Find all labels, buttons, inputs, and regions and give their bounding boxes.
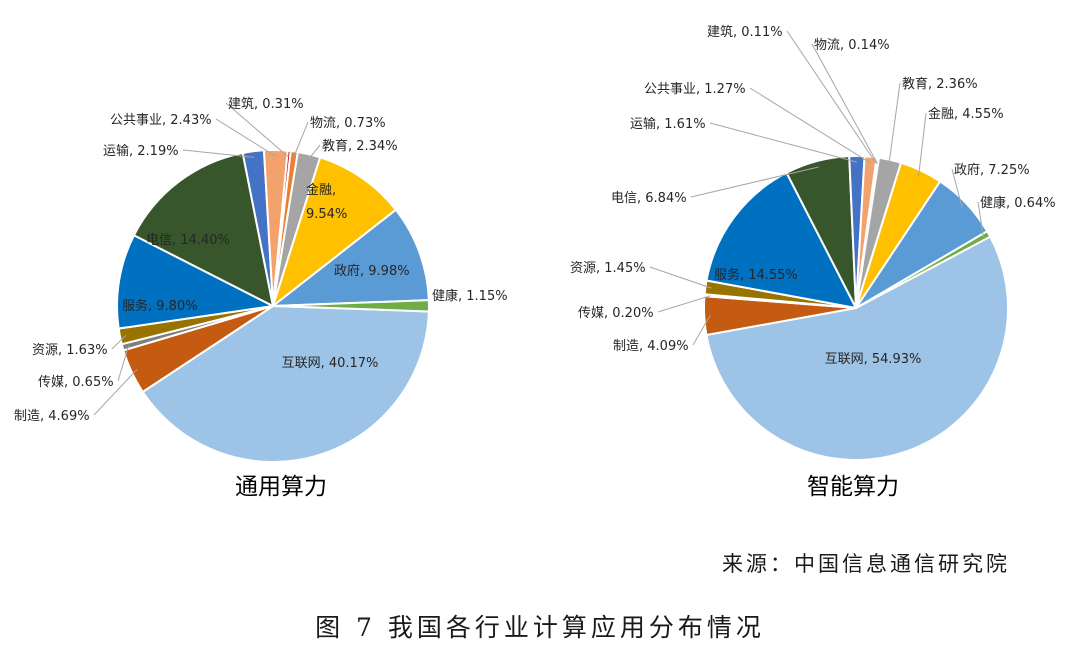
leader-line-0-1 xyxy=(93,368,138,416)
pie-label-0-13: 健康, 1.15% xyxy=(432,288,508,304)
leader-line-1-6 xyxy=(709,122,858,163)
pie-label-1-5: 电信, 6.84% xyxy=(611,191,687,206)
pie-label-1-3: 资源, 1.45% xyxy=(570,261,646,276)
pie-label-0-6: 运输, 2.19% xyxy=(103,143,179,159)
pie-label-0-5: 电信, 14.40% xyxy=(146,233,230,248)
pie-label-0-1: 制造, 4.69% xyxy=(14,409,90,424)
pie-label-1-8: 建筑, 0.11% xyxy=(707,24,783,40)
leader-line-1-8 xyxy=(786,30,877,164)
pie-label-1-10: 教育, 2.36% xyxy=(902,76,978,92)
leader-line-0-2 xyxy=(117,345,130,382)
pie-label-0-12: 政府, 9.98% xyxy=(334,264,410,279)
leader-line-1-9 xyxy=(811,43,878,164)
pie-slice-1-13 xyxy=(855,230,992,309)
pie-label-1-0: 互联网, 54.93% xyxy=(825,352,922,367)
pie-label-0-9: 物流, 0.73% xyxy=(310,116,386,131)
leader-line-1-2 xyxy=(657,295,711,313)
pie-label-1-7: 公共事业, 1.27% xyxy=(644,82,746,97)
figure-caption: 图 7 我国各行业计算应用分布情况 xyxy=(315,613,765,642)
leader-line-1-13 xyxy=(977,201,984,237)
pie-label-0-0: 互联网, 40.17% xyxy=(282,356,379,371)
leader-line-1-3 xyxy=(649,266,712,289)
source-note: 来源：中国信息通信研究院 xyxy=(722,552,1010,576)
leader-line-0-7 xyxy=(215,118,277,157)
pie-slice-0-4 xyxy=(116,234,274,330)
pie-label-0-10: 教育, 2.34% xyxy=(322,138,398,154)
pie-label-1-6: 运输, 1.61% xyxy=(630,116,706,132)
general-computing-pie: 互联网, 40.17% 制造, 4.69% 传媒, 0.65% 资源, 1.63% 服务… xyxy=(14,96,508,500)
leader-line-1-11 xyxy=(918,112,927,177)
pie-label-1-2: 传媒, 0.20% xyxy=(578,306,654,321)
pie-label-0-7: 公共事业, 2.43% xyxy=(110,113,212,128)
pie-slice-0-11 xyxy=(272,156,397,307)
pie-label-1-9: 物流, 0.14% xyxy=(814,38,890,53)
pie-label-1-4: 服务, 14.55% xyxy=(714,267,798,283)
leader-line-0-3 xyxy=(111,334,127,350)
leader-line-1-12 xyxy=(951,168,963,208)
pie-slice-1-4 xyxy=(705,171,857,309)
leader-line-0-8 xyxy=(225,102,289,158)
pie-label-0-8: 建筑, 0.31% xyxy=(228,96,304,112)
pie-label-1-12: 政府, 7.25% xyxy=(954,163,1030,178)
pie-slice-0-13 xyxy=(272,299,430,313)
pie-slice-1-0 xyxy=(705,235,1009,462)
pie-title-general: 通用算力 xyxy=(235,474,327,500)
pie-slice-0-12 xyxy=(272,208,430,307)
pie-label-1-13: 健康, 0.64% xyxy=(980,195,1056,211)
leader-line-1-5 xyxy=(690,166,819,198)
leader-line-1-10 xyxy=(888,82,901,166)
pie-label-0-3: 资源, 1.63% xyxy=(32,343,108,358)
pie-title-intelligent: 智能算力 xyxy=(807,474,899,500)
pie-label-0-11: 金融, 9.54% xyxy=(306,182,347,222)
leader-line-1-7 xyxy=(749,87,871,164)
pie-label-0-2: 传媒, 0.65% xyxy=(38,375,114,390)
leader-line-0-9 xyxy=(293,121,309,158)
leader-line-0-10 xyxy=(307,144,321,161)
pie-label-1-1: 制造, 4.09% xyxy=(613,339,689,354)
leader-line-0-6 xyxy=(182,149,255,158)
pie-label-0-4: 服务, 9.80% xyxy=(122,298,198,314)
intelligent-computing-pie: 互联网, 54.93% 制造, 4.09% 传媒, 0.20% 资源, 1.45% 服务… xyxy=(570,24,1056,500)
leader-line-1-1 xyxy=(692,315,711,346)
pie-label-1-11: 金融, 4.55% xyxy=(928,106,1004,122)
